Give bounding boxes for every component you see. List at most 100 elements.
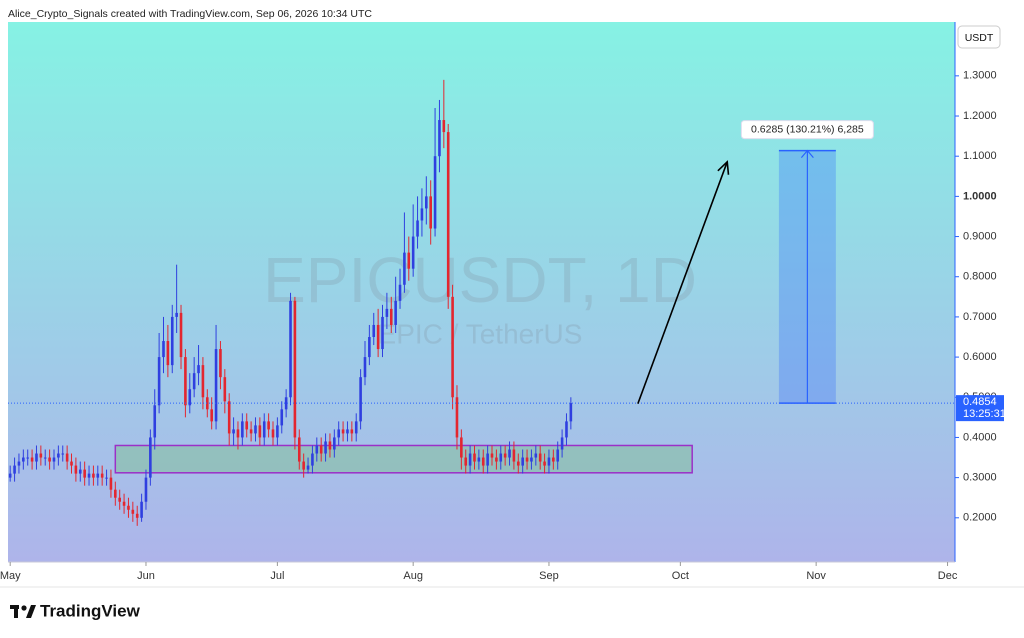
candle-body [508, 449, 511, 458]
candle-body [363, 357, 367, 378]
axis-layer: 0.20000.30000.40000.50000.60000.70000.80… [0, 70, 1006, 582]
candle-body [499, 453, 503, 462]
y-tick-label: 0.9000 [963, 230, 997, 242]
candle-body [565, 421, 568, 438]
candle-body [538, 453, 542, 462]
candle-body [267, 421, 270, 430]
candle-body [495, 457, 498, 462]
measure-label-box [740, 120, 874, 140]
candle-body [241, 421, 244, 438]
y-tick-label: 1.1000 [963, 150, 997, 162]
candle-body [140, 501, 143, 518]
candle-body [433, 156, 437, 229]
candle-body [372, 324, 376, 337]
brand-logo [10, 605, 36, 618]
candle-body [249, 429, 253, 434]
candle-body [429, 196, 432, 229]
candle-body [442, 120, 446, 133]
candle-body [43, 457, 47, 459]
candle-body [57, 453, 60, 458]
candle-body [258, 425, 262, 438]
range-box [114, 444, 693, 474]
candle-body [114, 489, 117, 498]
candle-body [210, 409, 213, 422]
y-tick-label: 0.3000 [963, 472, 997, 484]
candle-body [381, 316, 384, 350]
candle-body [324, 441, 327, 454]
candle-body [481, 457, 485, 466]
x-tick-label: Jun [137, 570, 155, 582]
candle-body [468, 453, 472, 466]
candle-body [407, 252, 411, 269]
candle-body [525, 457, 529, 462]
candle-body [8, 473, 12, 478]
candle-body [521, 457, 524, 466]
candle-body [385, 308, 389, 317]
candle-body [438, 120, 441, 157]
candle-body [236, 429, 240, 438]
candle-body [92, 473, 95, 478]
candle-body [48, 457, 51, 462]
x-tick-label: Nov [806, 570, 826, 582]
candle-body [276, 425, 279, 438]
candle-body [473, 453, 476, 462]
candle-body [87, 473, 91, 478]
candle-body [96, 473, 100, 478]
candle-body [359, 377, 362, 422]
candle-body [333, 437, 336, 450]
candle-body [416, 220, 419, 237]
y-tick-label: 0.8000 [963, 271, 997, 283]
candle-body [271, 429, 275, 438]
y-tick-label: 1.2000 [963, 110, 997, 122]
currency-label: USDT [965, 32, 994, 44]
candle-body [227, 401, 231, 434]
candle-body [254, 425, 257, 434]
candle-body [201, 365, 205, 398]
candle-body [52, 457, 56, 462]
candle-body [315, 445, 319, 454]
candle-body [547, 457, 551, 466]
candle-body [131, 509, 135, 514]
candle-body [118, 497, 121, 502]
candle-body [311, 453, 314, 466]
candle-body [83, 469, 86, 478]
candle-body [302, 461, 305, 470]
candle-body [354, 421, 358, 434]
candle-body [464, 457, 468, 466]
watermark: EPICUSDT, 1D [263, 244, 697, 316]
candle-body [451, 296, 454, 398]
candle-body [61, 453, 65, 455]
candle-body [319, 445, 323, 454]
candle-body [26, 457, 30, 459]
y-tick-label: 1.0000 [963, 190, 997, 202]
brand-name: TradingView [40, 601, 141, 620]
candle-body [289, 300, 292, 398]
candle-body [569, 403, 573, 422]
candle-body [192, 373, 196, 390]
candle-body [297, 437, 301, 462]
candle-body [122, 501, 126, 506]
candle-body [306, 465, 310, 470]
candle-body [157, 357, 161, 406]
x-tick-label: Sep [539, 570, 559, 582]
y-tick-label: 0.4000 [963, 431, 997, 443]
candle-body [262, 421, 266, 438]
candle-body [328, 441, 332, 450]
candle-body [516, 461, 520, 466]
candle-body [455, 397, 459, 438]
y-tick-label: 0.7000 [963, 311, 997, 323]
candle-body [30, 457, 34, 462]
x-tick-label: Aug [403, 570, 423, 582]
header-text: Alice_Crypto_Signals created with Tradin… [8, 8, 372, 20]
currency-box [957, 25, 1001, 49]
candle-body [560, 437, 564, 450]
candle-body [232, 429, 235, 434]
candle-body [149, 437, 152, 478]
candle-body [188, 389, 192, 406]
candle-body [175, 312, 178, 317]
measure-arrow-head [800, 149, 814, 159]
candle-body [127, 505, 130, 510]
countdown-label: 13:25:31 [963, 408, 1006, 420]
candle-body [425, 196, 428, 209]
candle-body [503, 453, 507, 458]
